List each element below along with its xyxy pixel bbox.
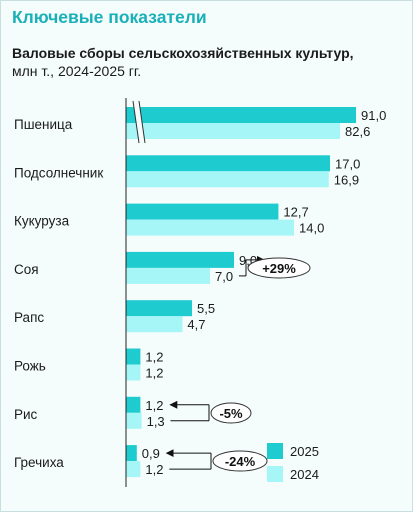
category-label-cat-1: Подсолнечник [14,165,103,180]
value-label-2025-cat-2: 12,7 [283,205,308,220]
bar-2025-cat-5 [126,348,141,365]
legend-label-2025: 2025 [290,444,319,459]
value-label-2025-cat-5: 1,2 [145,350,163,365]
bar-2025-cat-2 [126,203,279,220]
category-label-cat-5: Рожь [14,359,46,374]
annotation-text-cat-7: -24% [225,454,256,469]
category-label-cat-0: Пшеница [14,117,73,132]
value-label-2025-cat-6: 1,2 [145,398,163,413]
bar-2024-cat-2 [126,219,294,236]
category-label-cat-6: Рис [14,407,38,422]
value-label-2024-cat-2: 14,0 [299,221,324,236]
bar-2025-cat-6 [126,396,141,413]
chart-subtitle-bold: Валовые сборы сельскохозяйственных культ… [12,45,354,61]
axis-break-mark [138,100,146,144]
legend-label-2024: 2024 [290,467,319,482]
bar-2025-cat-4 [126,300,192,317]
annotation-badge-cat-7 [212,450,268,472]
bar-2025-cat-7 [126,445,137,462]
axis-break-mark [132,100,140,144]
value-label-2025-cat-4: 5,5 [197,301,215,316]
value-label-2024-cat-0: 82,6 [345,124,370,139]
value-label-2024-cat-1: 16,9 [334,172,359,187]
category-label-cat-7: Гречиха [14,455,64,470]
value-label-2024-cat-4: 4,7 [187,317,205,332]
category-label-cat-4: Рапс [14,310,44,325]
annotation-text-cat-6: -5% [219,406,243,421]
bar-2025-cat-3 [126,251,234,268]
annotation-text-cat-3: +29% [262,261,296,276]
value-label-2025-cat-1: 17,0 [335,156,360,171]
annotation-badge-cat-3 [247,257,311,279]
bar-2024-cat-4 [126,316,183,333]
value-label-2025-cat-7: 0,9 [142,446,160,461]
category-label-cat-2: Кукуруза [14,214,70,229]
value-label-2025-cat-0: 91,0 [361,108,386,123]
bar-2025-cat-0 [126,107,356,123]
legend-swatch-2024 [267,466,283,482]
chart-subtitle-units: млн т., 2024-2025 гг. [12,63,142,79]
bar-2025-cat-1 [126,155,330,172]
value-label-2024-cat-6: 1,3 [147,414,165,429]
axis-break-gap [133,100,145,144]
bar-2024-cat-0 [126,123,340,139]
bar-2024-cat-1 [126,171,329,188]
value-label-2024-cat-3: 7,0 [215,269,233,284]
value-label-2024-cat-5: 1,2 [145,366,163,381]
page-title: Ключевые показатели [12,7,207,27]
annotation-badge-cat-6 [210,402,252,424]
bar-2024-cat-6 [126,412,142,429]
bar-2024-cat-5 [126,364,141,381]
category-label-cat-3: Соя [14,262,39,277]
bar-2024-cat-7 [126,461,141,478]
chart-subtitle: Валовые сборы сельскохозяйственных культ… [12,44,382,80]
bar-2024-cat-3 [126,267,210,284]
value-label-2024-cat-7: 1,2 [145,462,163,477]
legend-swatch-2025 [267,443,283,459]
